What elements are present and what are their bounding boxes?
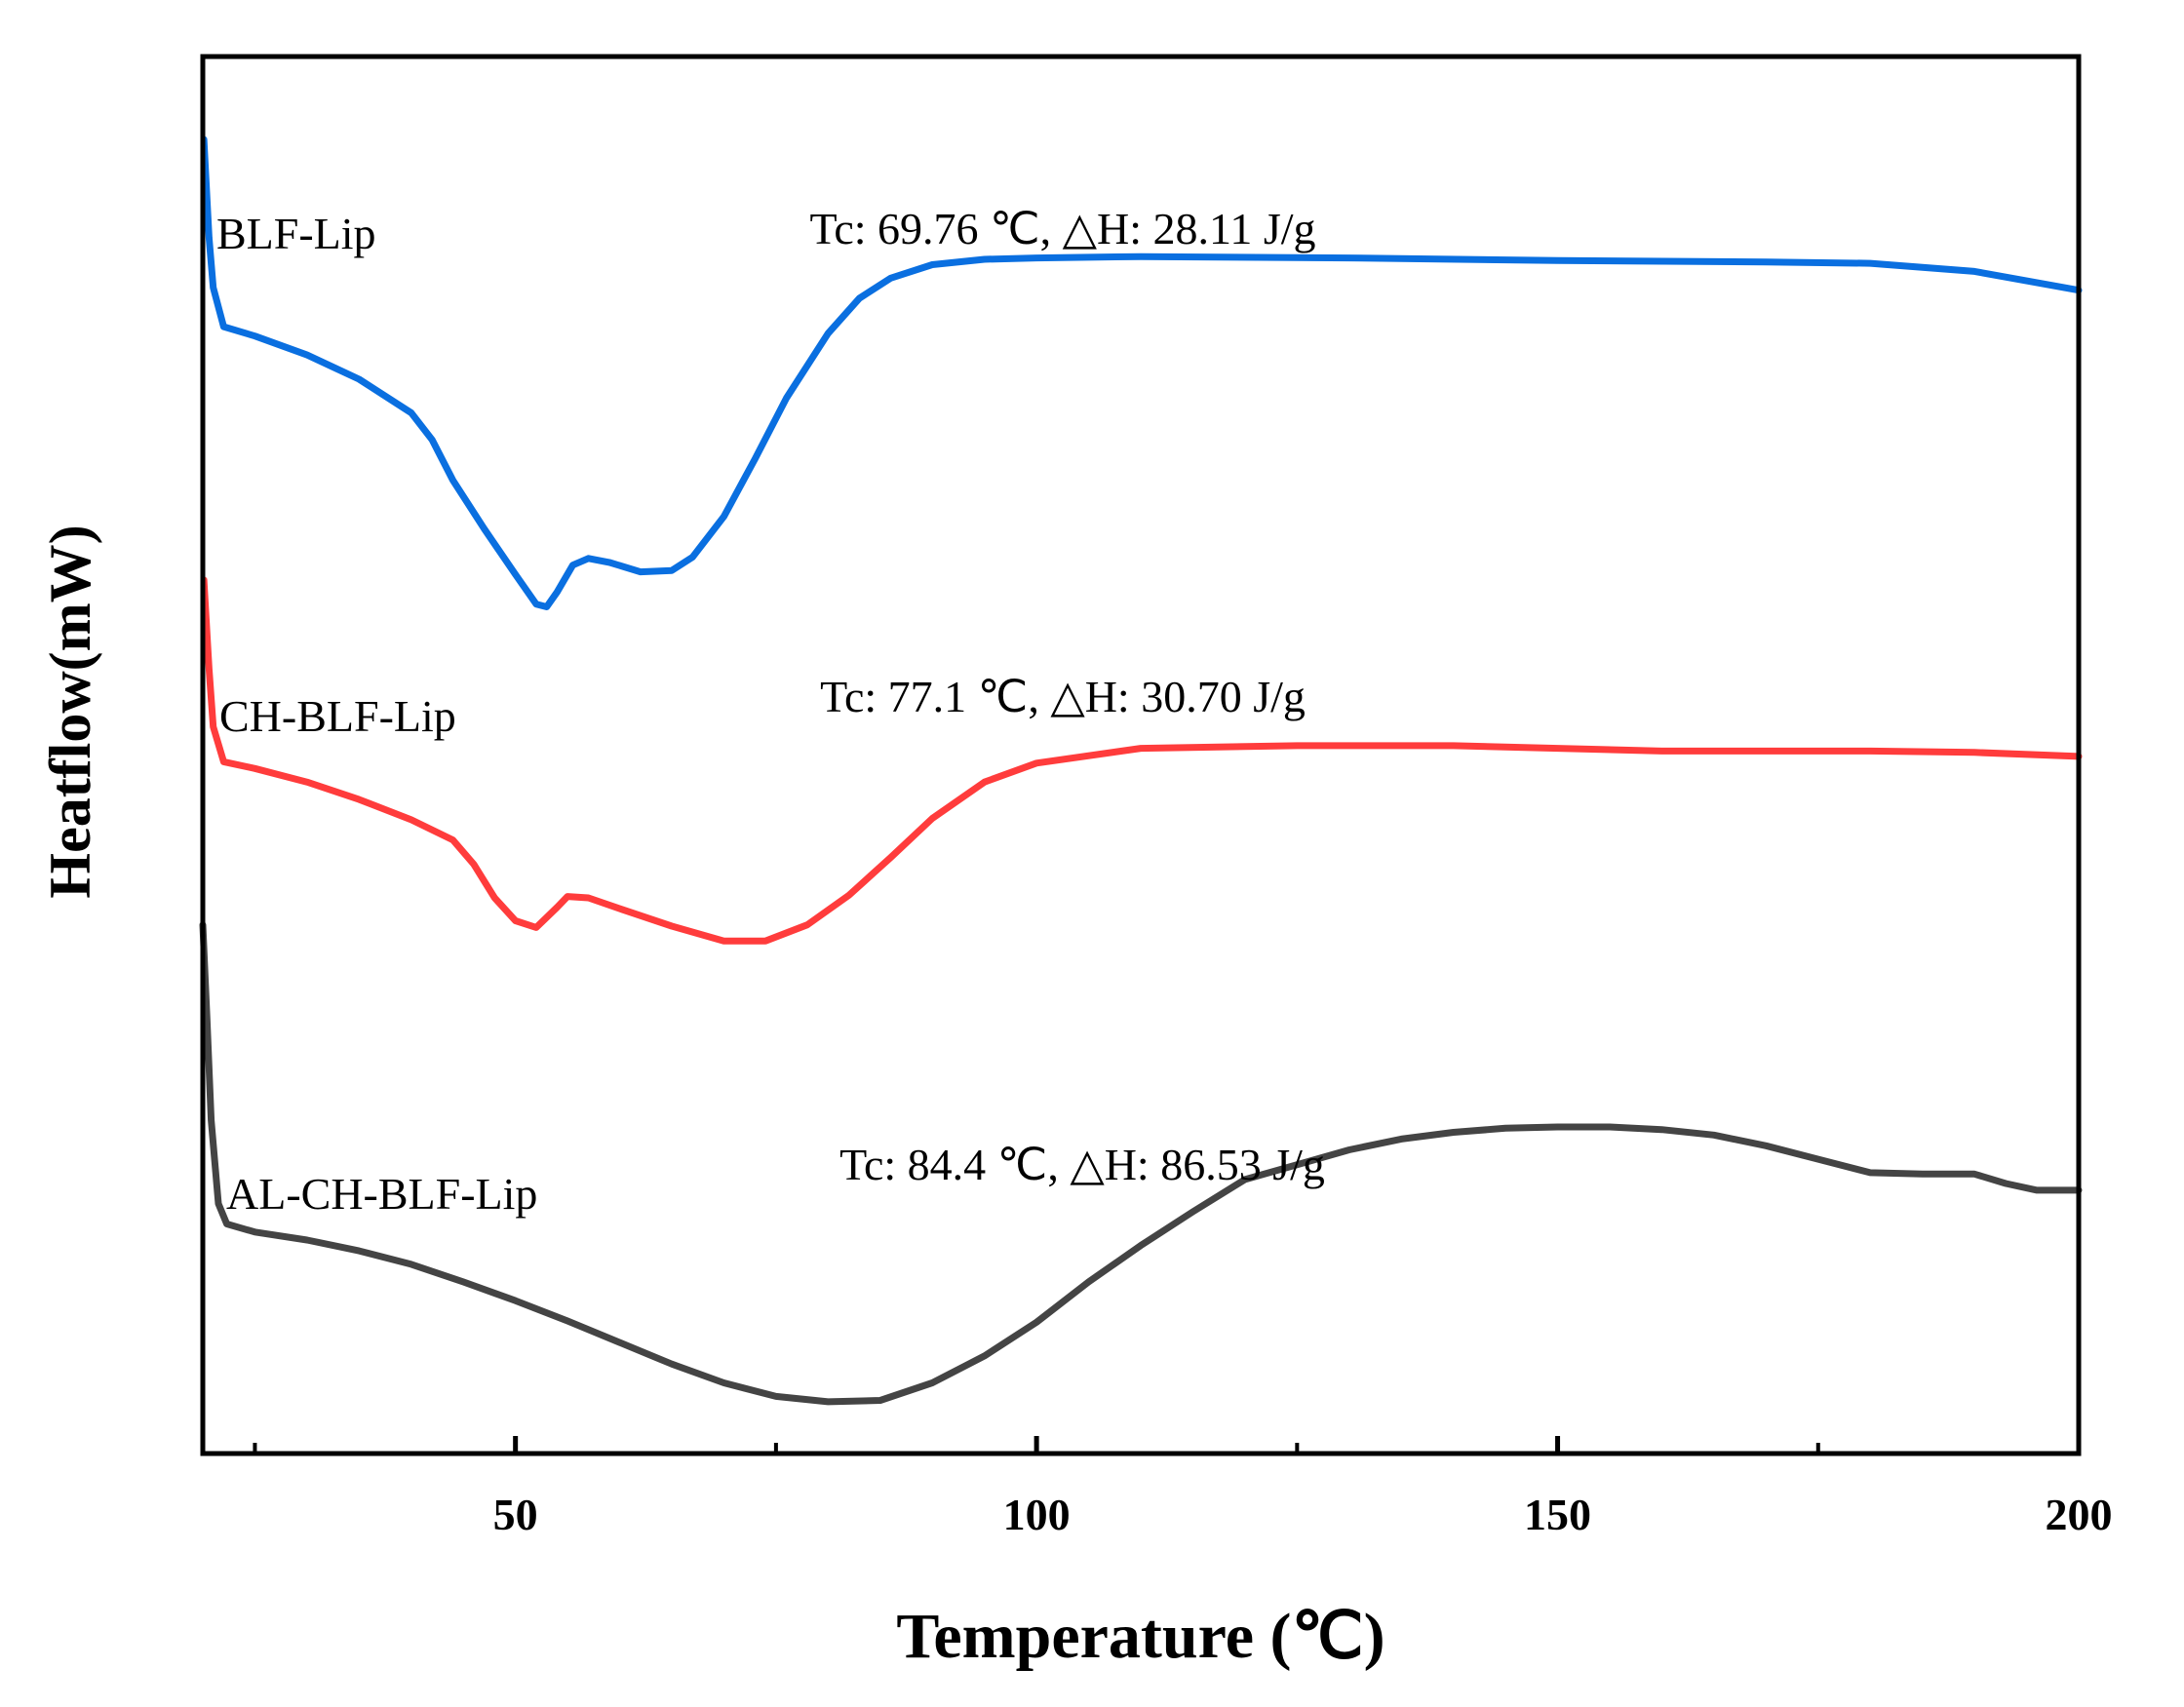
x-tick-label-150: 150 <box>1524 1490 1591 1539</box>
series-line-blf-lip <box>200 136 2083 610</box>
series-label-blf-lip: BLF-Lip <box>216 209 376 258</box>
x-tick-label-200: 200 <box>2046 1490 2113 1539</box>
series-curves <box>199 136 2083 1406</box>
series-line-ch-blf-lip <box>200 576 2083 945</box>
annotation-al-ch-blf-lip: Tc: 84.4 ℃, △H: 86.53 J/g <box>839 1140 1325 1189</box>
x-tick-label-100: 100 <box>1003 1490 1071 1539</box>
y-axis-title: Heatflow(mW) <box>38 524 102 898</box>
plot-frame <box>200 54 2082 1456</box>
annotation-ch-blf-lip: Tc: 77.1 ℃, △H: 30.70 J/g <box>820 672 1306 721</box>
series-annotations: Tc: 69.76 ℃, △H: 28.11 J/g Tc: 77.1 ℃, △H… <box>809 204 1324 1189</box>
series-labels: BLF-Lip CH-BLF-Lip AL-CH-BLF-Lip <box>216 209 537 1219</box>
series-line-al-ch-blf-lip <box>199 921 2083 1406</box>
series-label-ch-blf-lip: CH-BLF-Lip <box>219 691 456 741</box>
x-axis-ticks <box>253 1436 2082 1454</box>
series-label-al-ch-blf-lip: AL-CH-BLF-Lip <box>226 1169 537 1219</box>
x-axis-tick-labels: 50 100 150 200 <box>493 1490 2113 1539</box>
annotation-blf-lip: Tc: 69.76 ℃, △H: 28.11 J/g <box>809 204 1315 253</box>
x-axis-title: Temperature (℃) <box>896 1601 1384 1672</box>
x-tick-label-50: 50 <box>493 1490 538 1539</box>
